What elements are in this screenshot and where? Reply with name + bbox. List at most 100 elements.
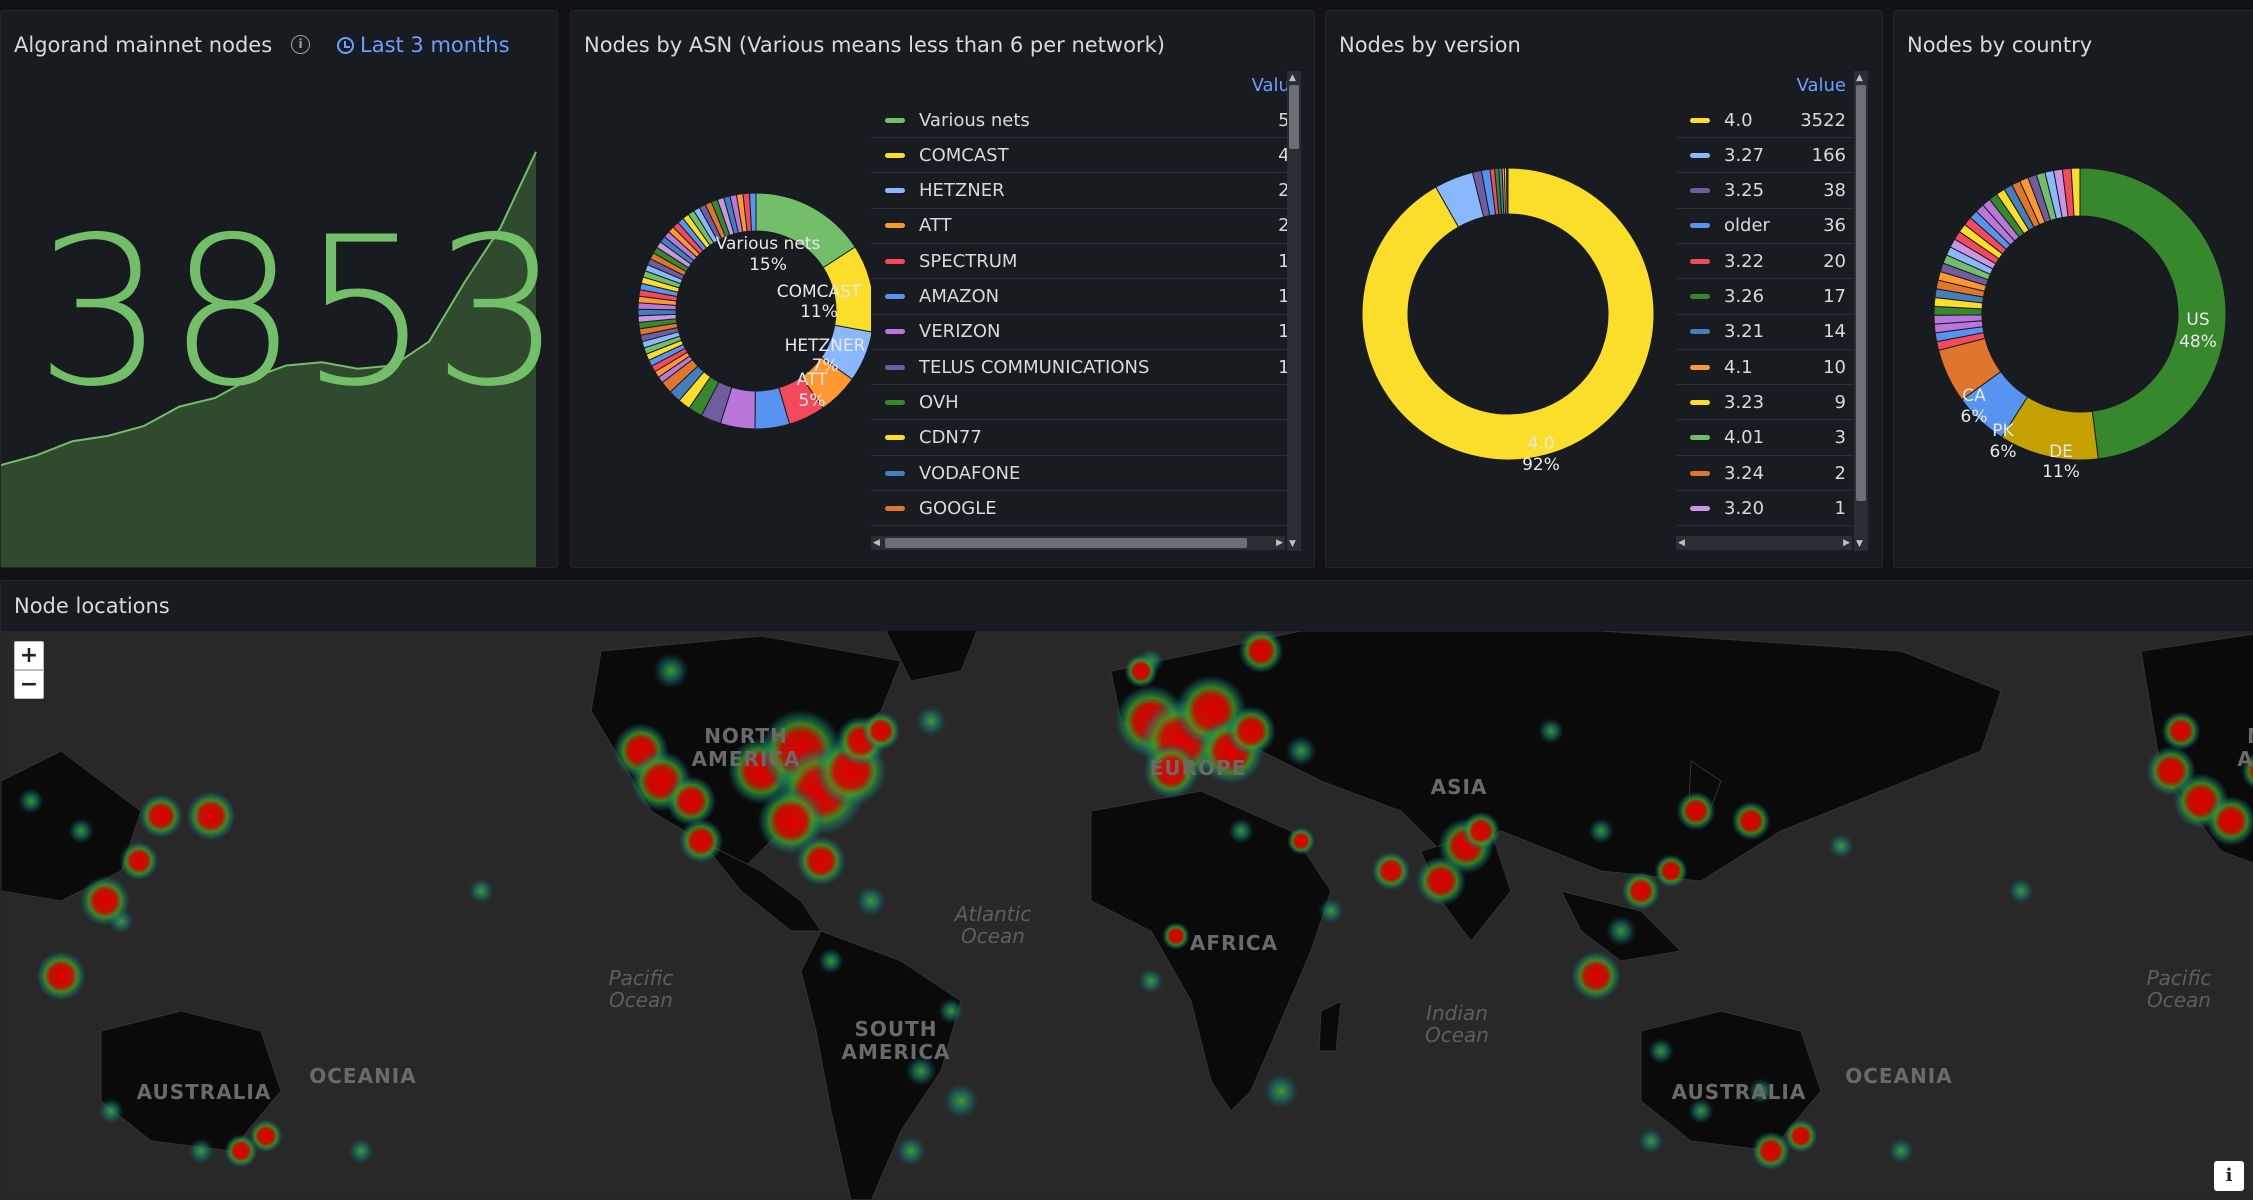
legend-row[interactable]: Various nets57 xyxy=(871,103,1287,138)
series-value: 10 xyxy=(1278,357,1287,378)
series-value: 17 xyxy=(1278,286,1287,307)
panel-title[interactable]: Node locations xyxy=(14,594,170,618)
value-column-header[interactable]: Value xyxy=(1252,75,1287,96)
legend-row[interactable]: AMAZON17 xyxy=(871,280,1287,315)
series-value: 2 xyxy=(1835,463,1846,484)
attribution-info-button[interactable]: i xyxy=(2214,1161,2244,1191)
scroll-left-arrow[interactable]: ◀ xyxy=(1678,538,1685,548)
legend-row[interactable]: OVH7 xyxy=(871,385,1287,420)
vertical-scrollbar[interactable]: ▲ ▼ xyxy=(1854,71,1868,551)
legend-row[interactable]: VERIZON17 xyxy=(871,315,1287,350)
label-indian-1: Indian xyxy=(1426,1001,1488,1025)
series-name: VODAFONE xyxy=(919,463,1020,484)
series-color-swatch[interactable] xyxy=(1690,223,1710,228)
series-color-swatch[interactable] xyxy=(885,259,905,264)
series-color-swatch[interactable] xyxy=(1690,118,1710,123)
scroll-right-arrow[interactable]: ▶ xyxy=(1843,538,1850,548)
legend-row[interactable]: CDN776 xyxy=(871,421,1287,456)
heat-spot-hot xyxy=(80,876,130,926)
series-value: 36 xyxy=(1823,215,1846,236)
series-color-swatch[interactable] xyxy=(1690,471,1710,476)
asn-donut-slice[interactable] xyxy=(638,309,676,316)
legend-row[interactable]: VODAFONE6 xyxy=(871,456,1287,491)
series-name: TELUS COMMUNICATIONS xyxy=(919,357,1149,378)
zoom-out-button[interactable]: − xyxy=(14,670,44,699)
scrollbar-thumb[interactable] xyxy=(1856,85,1866,501)
legend-row[interactable]: TELUS COMMUNICATIONS 10 xyxy=(871,350,1287,385)
label-asia: ASIA xyxy=(1431,775,1488,799)
series-color-swatch[interactable] xyxy=(885,435,905,440)
panel-title[interactable]: Nodes by version xyxy=(1339,33,1521,57)
legend-row[interactable]: GOOGLE6 xyxy=(871,491,1287,526)
panel-title[interactable]: Nodes by country xyxy=(1907,33,2092,57)
series-color-swatch[interactable] xyxy=(885,223,905,228)
series-value: 20 xyxy=(1278,215,1287,236)
legend-row[interactable]: COMCAST43 xyxy=(871,138,1287,173)
series-color-swatch[interactable] xyxy=(1690,188,1710,193)
series-name: COMCAST xyxy=(919,145,1009,166)
series-color-swatch[interactable] xyxy=(1690,153,1710,158)
legend-row[interactable]: HETZNER25 xyxy=(871,174,1287,209)
series-color-swatch[interactable] xyxy=(885,471,905,476)
world-heatmap[interactable]: NORTH AMERICA EUROPE ASIA AFRICA SOUTH A… xyxy=(1,631,2253,1200)
scroll-down-arrow[interactable]: ▼ xyxy=(1289,539,1296,549)
series-color-swatch[interactable] xyxy=(1690,435,1710,440)
series-color-swatch[interactable] xyxy=(885,188,905,193)
scroll-left-arrow[interactable]: ◀ xyxy=(873,538,880,548)
series-value: 1 xyxy=(1835,498,1846,519)
slice-pct-att: 5% xyxy=(799,391,826,411)
version-donut-chart: 4.0 92% xyxy=(1326,71,1666,511)
legend-row[interactable]: ATT20 xyxy=(871,209,1287,244)
series-color-swatch[interactable] xyxy=(885,118,905,123)
horizontal-scrollbar[interactable]: ◀ ▶ xyxy=(871,536,1285,550)
scroll-up-arrow[interactable]: ▲ xyxy=(1289,73,1296,83)
series-color-swatch[interactable] xyxy=(885,365,905,370)
scroll-up-arrow[interactable]: ▲ xyxy=(1856,73,1863,83)
panel-title[interactable]: Nodes by ASN (Various means less than 6 … xyxy=(584,33,1165,57)
vertical-scrollbar[interactable]: ▲ ▼ xyxy=(1287,71,1301,551)
scroll-right-arrow[interactable]: ▶ xyxy=(1276,538,1283,548)
series-name: older xyxy=(1724,215,1770,236)
series-color-swatch[interactable] xyxy=(885,329,905,334)
scrollbar-thumb[interactable] xyxy=(885,538,1247,548)
series-name: Various nets xyxy=(919,110,1030,131)
scroll-down-arrow[interactable]: ▼ xyxy=(1856,539,1863,549)
series-name: 4.01 xyxy=(1724,427,1764,448)
heat-spot-cool xyxy=(188,1138,214,1164)
value-column-header[interactable]: Value xyxy=(1797,75,1846,96)
scrollbar-thumb[interactable] xyxy=(1289,85,1299,149)
horizontal-scrollbar[interactable]: ◀ ▶ xyxy=(1676,536,1852,550)
series-color-swatch[interactable] xyxy=(1690,506,1710,511)
series-color-swatch[interactable] xyxy=(1690,400,1710,405)
series-color-swatch[interactable] xyxy=(885,506,905,511)
series-color-swatch[interactable] xyxy=(885,400,905,405)
series-name: CDN77 xyxy=(919,427,982,448)
series-color-swatch[interactable] xyxy=(1690,294,1710,299)
zoom-in-button[interactable]: + xyxy=(14,641,44,670)
heat-spot-cool xyxy=(915,705,946,736)
legend-row[interactable]: SPECTRUM18 xyxy=(871,244,1287,279)
series-value: 166 xyxy=(1812,145,1846,166)
series-color-swatch[interactable] xyxy=(1690,329,1710,334)
series-color-swatch[interactable] xyxy=(885,294,905,299)
series-color-swatch[interactable] xyxy=(1690,365,1710,370)
label-edge-right-1: N xyxy=(2247,724,2253,748)
label-australia-right: AUSTRALIA xyxy=(1672,1080,1807,1104)
series-color-swatch[interactable] xyxy=(1690,259,1710,264)
heat-spot-cool xyxy=(938,998,964,1024)
series-color-swatch[interactable] xyxy=(885,153,905,158)
label-south-america-2: AMERICA xyxy=(841,1040,950,1064)
legend-row[interactable]: older 36 xyxy=(1676,209,1854,244)
